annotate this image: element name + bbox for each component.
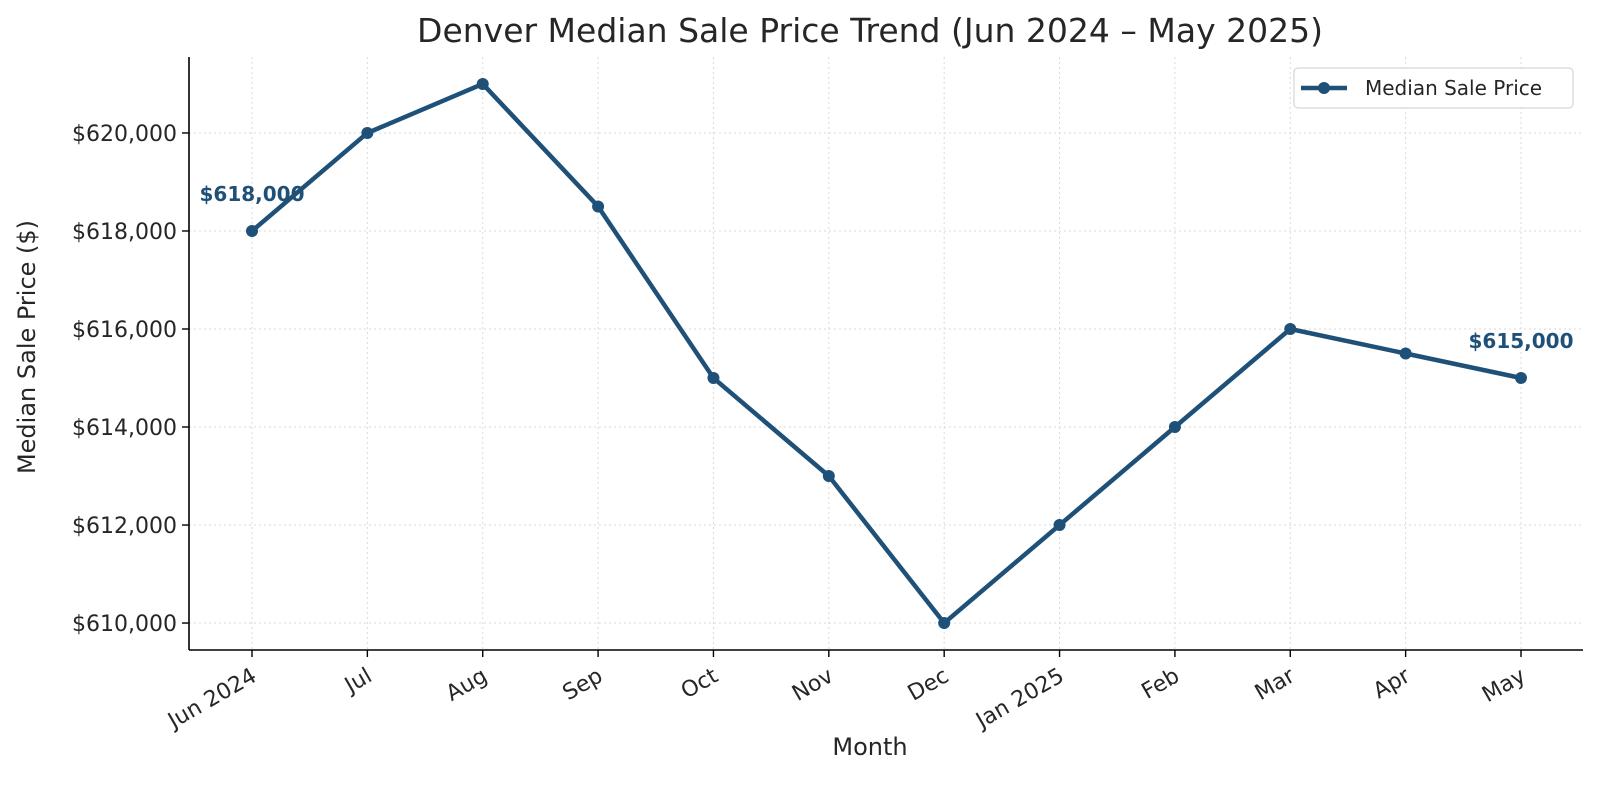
legend-label: Median Sale Price (1365, 76, 1542, 100)
data-label: $618,000 (199, 182, 304, 206)
data-point (592, 200, 605, 213)
data-point (822, 470, 835, 483)
x-tick-label: Jul (339, 664, 376, 700)
legend-marker-swatch (1318, 82, 1330, 94)
data-point (1399, 347, 1412, 360)
axes (188, 57, 1583, 651)
data-point (707, 372, 720, 385)
y-tick-label: $612,000 (72, 514, 177, 539)
x-tick-label: Feb (1138, 664, 1184, 705)
y-tick-label: $616,000 (72, 318, 177, 343)
y-tick-label: $618,000 (72, 220, 177, 245)
y-tick-label: $610,000 (72, 612, 177, 637)
x-axis-label: Month (832, 733, 907, 761)
x-tick-label: Sep (559, 664, 607, 706)
data-point (1515, 372, 1527, 385)
ticks: $610,000 $612,000 $614,000 $616,000 $618,000… (72, 122, 1530, 735)
x-tick-label: May (1478, 664, 1530, 708)
data-point (938, 617, 951, 630)
x-tick-label: Dec (904, 664, 953, 707)
chart-title: Denver Median Sale Price Trend (Jun 2024… (417, 11, 1323, 50)
x-tick-label: Jan 2025 (970, 664, 1068, 735)
legend-frame (1293, 67, 1574, 109)
x-tick-label: Mar (1251, 663, 1300, 706)
x-tick-label: Aug (442, 664, 492, 707)
y-axis-label: Median Sale Price ($) (13, 220, 41, 474)
data-point (1284, 322, 1297, 335)
annotations: $618,000 $615,000 (199, 182, 1573, 353)
data-point (1168, 421, 1181, 434)
x-tick-label: Jun 2024 (162, 664, 261, 735)
grid (189, 57, 1583, 650)
y-tick-label: $620,000 (72, 122, 177, 147)
data-point (476, 77, 489, 90)
data-point (246, 224, 258, 237)
series (246, 77, 1527, 630)
y-tick-label: $614,000 (72, 416, 177, 441)
x-tick-label: Nov (788, 664, 838, 707)
legend: Median Sale Price (1293, 67, 1574, 109)
x-tick-label: Oct (677, 663, 723, 704)
data-point (1053, 519, 1066, 532)
series-line-median-sale-price (249, 81, 1524, 626)
data-label: $615,000 (1468, 329, 1573, 353)
x-tick-label: Apr (1369, 663, 1415, 704)
data-point (361, 126, 374, 139)
